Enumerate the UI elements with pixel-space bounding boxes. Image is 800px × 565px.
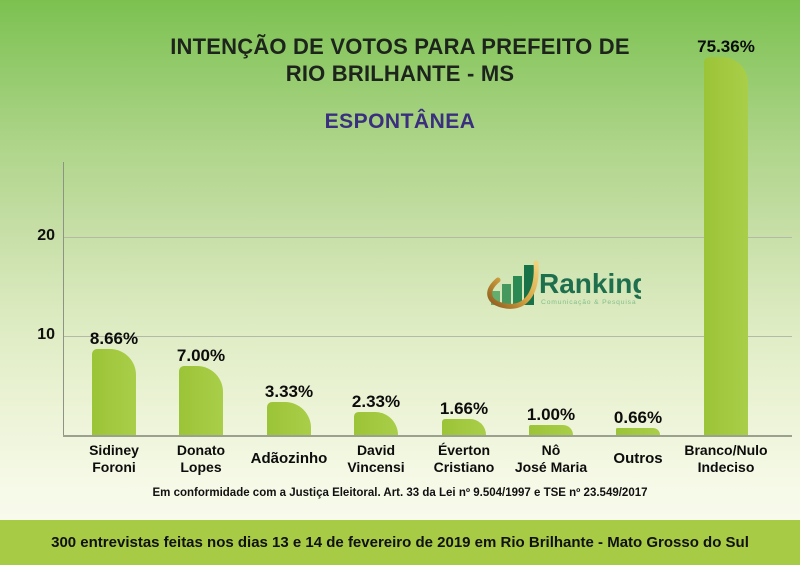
bar-category-label: Branco/Nulo Indeciso [676,442,776,476]
bar-category-line: Vincensi [347,459,405,475]
bar-value-label: 0.66% [613,408,663,427]
bar-category-label: Adãozinho [239,442,339,476]
x-axis-line [63,435,792,437]
bar-category-line: Outros [613,450,663,467]
bar-value-label: 1.00% [526,405,576,424]
bar [354,412,398,435]
gridline [63,237,792,238]
logo-swoosh-icon [487,260,539,309]
y-axis-line [63,162,64,435]
bar-category-line: David [356,442,396,458]
bar-value-label: 75.36% [697,37,755,56]
bar-value-label: 8.66% [89,329,139,348]
footer-text: 300 entrevistas feitas nos dias 13 e 14 … [51,534,749,551]
bar-category-line: Nô [541,442,561,458]
chart-subtitle: ESPONTÂNEA [324,110,476,133]
bar-category-line: Cristiano [433,459,495,475]
logo-bars-icon [491,265,534,305]
bar-category-line: Éverton [437,442,491,458]
bar-category-line: Indeciso [697,459,755,475]
bar-category-line: Donato [176,442,226,458]
logo-wordmark: Ranking [539,268,641,299]
bar-value-label: 2.33% [351,392,401,411]
bar-category-label: Sidiney Foroni [64,442,164,476]
footer-bar: 300 entrevistas feitas nos dias 13 e 14 … [0,520,800,565]
bar-category-label: Donato Lopes [151,442,251,476]
chart-title: INTENÇÃO DE VOTOS PARA PREFEITO DE RIO B… [0,33,800,87]
bar-category-label: Éverton Cristiano [414,442,514,476]
bar-value-label: 1.66% [439,399,489,418]
bar [92,349,136,435]
bar-category-line: Foroni [92,459,136,475]
bar-value-label: 7.00% [176,346,226,365]
chart-title-line2: RIO BRILHANTE - MS [285,61,515,86]
bar-category-label: Nô José Maria [501,442,601,476]
bar-category-label: David Vincensi [326,442,426,476]
bar-category-line: Adãozinho [250,450,328,467]
bar [179,366,223,435]
bar-category-line: José Maria [514,459,588,475]
gridline [63,336,792,337]
bar [442,419,486,435]
bar-category-line: Branco/Nulo [684,442,768,458]
bar [529,425,573,435]
y-tick-label: 10 [37,326,55,343]
y-tick-label: 20 [37,227,55,244]
bar-value-label: 3.33% [264,382,314,401]
legal-footnote: Em conformidade com a Justiça Eleitoral.… [152,487,648,499]
bar [704,57,748,435]
bar-category-line: Lopes [180,459,222,475]
ranking-logo: Ranking Comunicação & Pesquisa [487,260,641,309]
chart-title-line1: INTENÇÃO DE VOTOS PARA PREFEITO DE [170,34,630,59]
logo-tagline: Comunicação & Pesquisa [541,299,636,306]
bar-category-label: Outros [588,442,688,476]
bar [616,428,660,435]
bar-category-line: Sidiney [89,442,139,458]
bar [267,402,311,435]
